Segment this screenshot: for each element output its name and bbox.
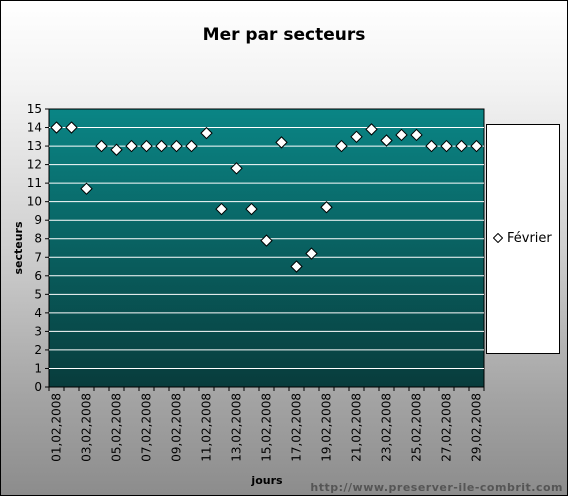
x-tick-label: 09,02,2008	[170, 393, 184, 462]
data-point	[80, 182, 93, 195]
x-tick-label: 15,02,2008	[260, 393, 274, 462]
data-point	[275, 136, 288, 149]
data-point	[470, 139, 483, 153]
x-tick-label: 11,02,2008	[200, 393, 214, 462]
y-tick-label: 14	[27, 121, 42, 135]
x-tick-label: 17,02,2008	[290, 393, 304, 462]
x-axis-label: jours	[250, 474, 283, 487]
data-point	[50, 121, 63, 134]
data-point	[365, 123, 378, 136]
data-point	[95, 139, 108, 153]
data-point	[200, 126, 213, 140]
y-tick-label: 6	[34, 269, 42, 283]
x-tick-label: 27,02,2008	[440, 393, 454, 462]
data-point	[320, 201, 333, 214]
x-tick-label: 21,02,2008	[350, 393, 364, 462]
data-point	[395, 128, 408, 142]
x-tick-label: 23,02,2008	[380, 393, 394, 462]
data-point	[260, 234, 273, 247]
x-tick-label: 29,02,2008	[470, 393, 484, 462]
y-tick-label: 3	[34, 324, 42, 338]
data-point	[455, 139, 468, 153]
y-axis-label: secteurs	[12, 221, 25, 275]
x-tick-label: 19,02,2008	[320, 393, 334, 462]
x-tick-label: 01,02,2008	[50, 393, 64, 462]
data-point	[425, 139, 438, 153]
gridlines	[49, 127, 484, 369]
x-tick-label: 03,02,2008	[80, 393, 94, 462]
data-point	[290, 260, 303, 273]
legend: Février	[486, 124, 560, 354]
y-tick-label: 10	[27, 195, 42, 209]
legend-entry-fevrier: Février	[492, 231, 552, 246]
data-points	[50, 121, 483, 273]
y-tick-label: 8	[34, 232, 42, 246]
data-point	[245, 202, 258, 216]
y-tick-label: 12	[27, 158, 42, 172]
y-tick-label: 4	[34, 306, 42, 320]
data-point	[65, 121, 78, 134]
y-tick-label: 11	[27, 176, 42, 190]
x-tick-label: 05,02,2008	[110, 393, 124, 462]
data-point	[380, 134, 393, 147]
data-point	[410, 128, 423, 142]
data-point	[440, 139, 453, 153]
footer-credit: http://www.preserver-ile-combrit.com	[310, 481, 563, 494]
x-tick-label: 07,02,2008	[140, 393, 154, 462]
y-tick-label: 7	[34, 250, 42, 264]
data-point	[110, 143, 123, 156]
data-point	[125, 139, 138, 153]
y-tick-label: 1	[34, 361, 42, 375]
data-point	[215, 202, 228, 216]
data-point	[230, 162, 243, 175]
y-tick-label: 13	[27, 139, 42, 153]
y-tick-label: 15	[27, 102, 42, 116]
y-tick-label: 0	[34, 380, 42, 394]
data-point	[170, 139, 183, 153]
x-tick-label: 13,02,2008	[230, 393, 244, 462]
diamond-marker-icon	[492, 232, 504, 244]
y-tick-label: 2	[34, 343, 42, 357]
legend-label: Février	[507, 231, 552, 246]
plot-area	[48, 108, 485, 388]
x-axis-ticks: 01,02,2008 03,02,2008 05,02,2008 07,02,2008…	[48, 387, 485, 462]
chart-title: Mer par secteurs	[203, 25, 366, 45]
data-point	[335, 139, 348, 153]
data-point	[185, 139, 198, 153]
data-point	[305, 247, 318, 260]
data-point	[140, 139, 153, 153]
data-point	[155, 139, 168, 153]
y-tick-label: 9	[34, 213, 42, 227]
y-tick-label: 5	[34, 287, 42, 301]
x-tick-label: 25,02,2008	[410, 393, 424, 462]
data-point	[350, 130, 363, 144]
